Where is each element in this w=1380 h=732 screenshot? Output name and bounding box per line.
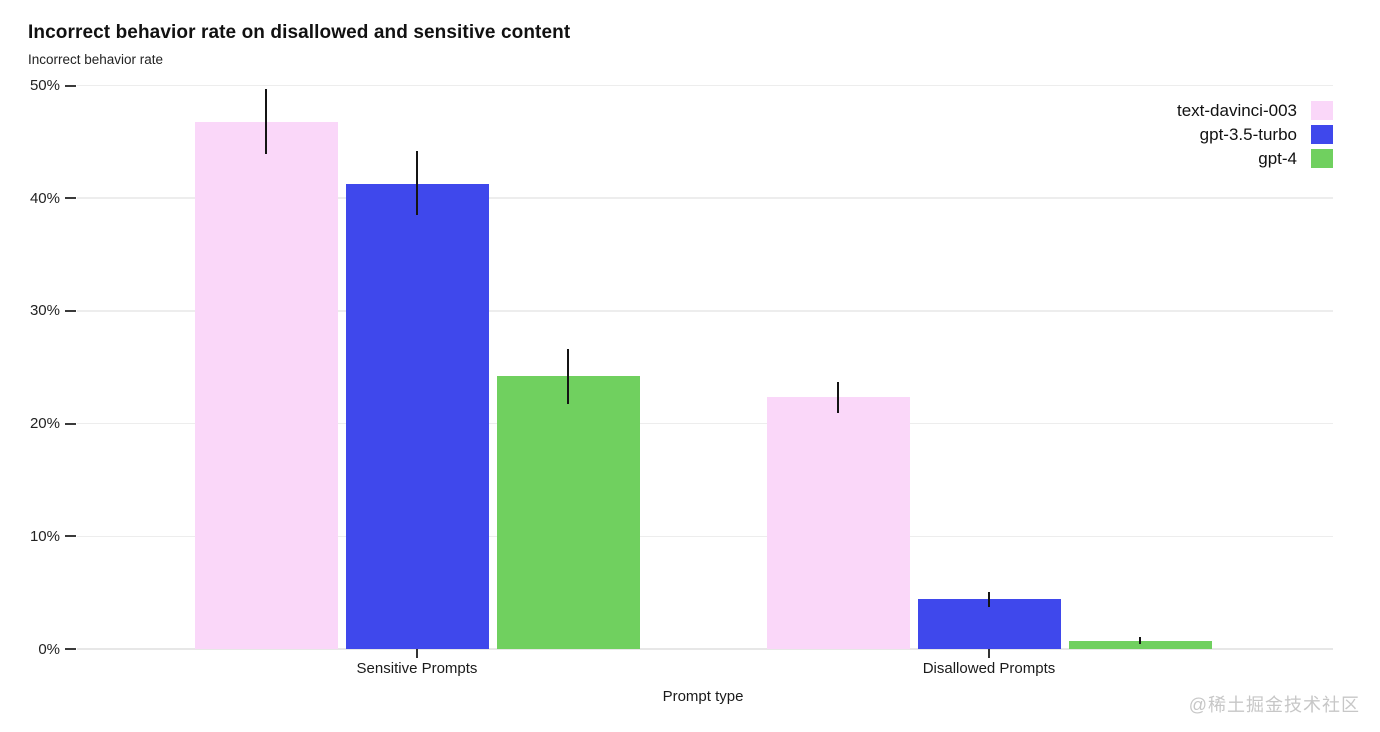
y-tick-mark-40%	[65, 197, 76, 200]
legend-swatch-text-davinci-003	[1311, 101, 1333, 120]
bar-gpt-3.5-turbo-disallowed	[917, 599, 1061, 649]
error-bar-gpt-4-disallowed	[1139, 636, 1141, 645]
gridline-30%	[77, 310, 1333, 312]
y-tick-mark-10%	[65, 535, 76, 538]
legend-item-text-davinci-003: text-davinci-003	[1177, 101, 1333, 120]
error-bar-gpt-3.5-turbo-sensitive	[416, 150, 418, 216]
y-tick-mark-50%	[65, 84, 76, 87]
y-tick-mark-20%	[65, 422, 76, 425]
y-tick-mark-0%	[65, 648, 76, 650]
legend-label: gpt-3.5-turbo	[1199, 124, 1297, 144]
gridline-50%	[77, 84, 1333, 87]
bar-text-davinci-003-sensitive	[194, 121, 338, 649]
y-axis-inline-label: Incorrect behavior rate	[28, 52, 164, 67]
bar-text-davinci-003-disallowed	[766, 396, 910, 649]
legend-item-gpt-3.5-turbo: gpt-3.5-turbo	[1200, 125, 1333, 144]
y-tick-label-10%: 10%	[29, 527, 60, 545]
bar-gpt-3.5-turbo-sensitive	[345, 183, 489, 649]
x-tick-mark-disallowed	[988, 649, 990, 658]
y-tick-label-20%: 20%	[29, 415, 60, 433]
gridline-40%	[77, 197, 1333, 199]
error-bar-gpt-3.5-turbo-disallowed	[988, 591, 990, 608]
y-tick-label-30%: 30%	[29, 302, 60, 320]
bar-gpt-4-sensitive	[496, 376, 640, 649]
gridline-10%	[77, 535, 1333, 538]
gridline-20%	[77, 422, 1333, 425]
error-bar-text-davinci-003-disallowed	[837, 381, 839, 414]
watermark: @稀土掘金技术社区	[1188, 695, 1360, 715]
x-category-label-sensitive: Sensitive Prompts	[356, 660, 478, 677]
chart-title: Incorrect behavior rate on disallowed an…	[28, 22, 571, 43]
legend-label: gpt-4	[1258, 148, 1297, 168]
x-axis-title: Prompt type	[662, 688, 744, 705]
y-tick-mark-30%	[65, 309, 76, 312]
gridline-0%	[77, 648, 1333, 650]
y-tick-label-50%: 50%	[29, 77, 60, 94]
bar-gpt-4-disallowed	[1068, 641, 1212, 649]
y-tick-label-0%: 0%	[38, 640, 60, 658]
legend-item-gpt-4: gpt-4	[1258, 149, 1333, 168]
legend-swatch-gpt-4	[1311, 149, 1333, 168]
legend-swatch-gpt-3.5-turbo	[1311, 125, 1333, 144]
x-tick-mark-sensitive	[416, 649, 418, 658]
error-bar-text-davinci-003-sensitive	[265, 88, 267, 155]
x-category-label-disallowed: Disallowed Prompts	[922, 660, 1056, 677]
legend-label: text-davinci-003	[1176, 100, 1297, 120]
y-tick-label-40%: 40%	[29, 189, 60, 207]
error-bar-gpt-4-sensitive	[567, 349, 569, 405]
